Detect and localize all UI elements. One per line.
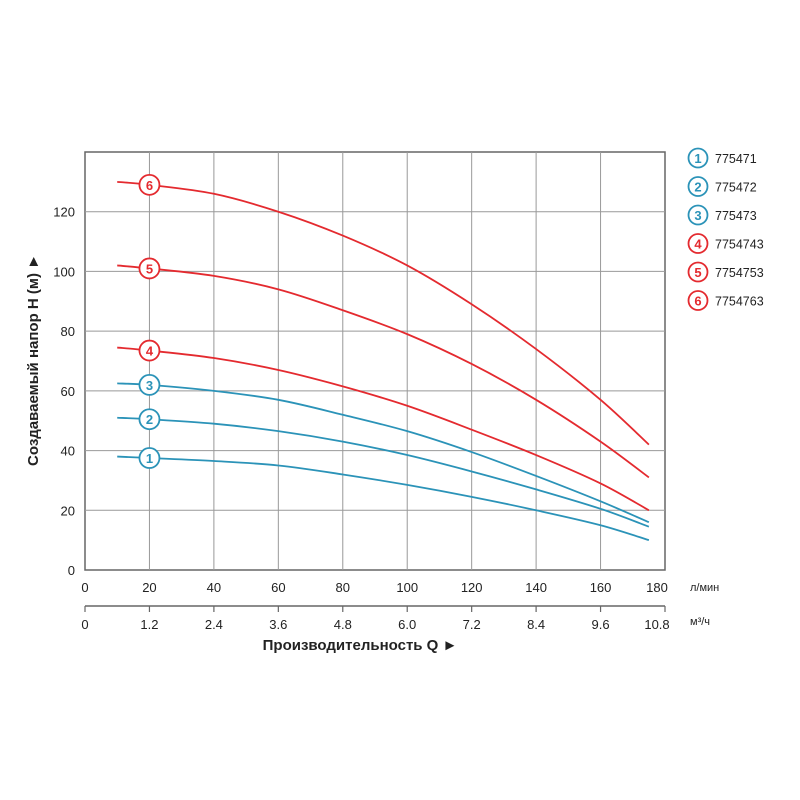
curve-7754753 [117, 264, 650, 479]
curve-marker-label: 2 [146, 412, 153, 427]
x2-unit: м³/ч [690, 616, 710, 628]
legend-item: 6 7754763 [687, 290, 764, 311]
x2-tick-label: 9.6 [592, 617, 610, 632]
legend-marker-label: 5 [694, 265, 701, 280]
y-tick-label: 40 [61, 444, 75, 459]
legend-label: 775471 [715, 152, 757, 166]
x-tick-label: 40 [207, 580, 221, 595]
legend-label: 7754763 [715, 295, 764, 309]
curve-marker-label: 4 [146, 344, 154, 359]
y-axis-ticks: 0 20 40 60 80 100 120 [53, 205, 75, 578]
x-tick-label: 80 [336, 580, 350, 595]
x2-tick-label: 3.6 [269, 617, 287, 632]
x-tick-label: 20 [142, 580, 156, 595]
x-tick-label: 160 [590, 580, 612, 595]
legend-marker [687, 290, 709, 311]
legend-item: 5 7754753 [687, 261, 764, 283]
x-unit: л/мин [690, 582, 719, 594]
curve-7754743 [117, 346, 650, 512]
legend-marker [687, 261, 709, 283]
legend-marker [687, 147, 709, 169]
x2-tick-label: 4.8 [334, 617, 352, 632]
legend-item: 2 775472 [687, 176, 757, 197]
legend-label: 7754753 [715, 266, 764, 280]
x2-tick-label: 6.0 [398, 617, 416, 632]
y-tick-label: 80 [61, 324, 75, 339]
y-tick-label: 20 [61, 503, 75, 518]
legend-marker [687, 233, 709, 254]
x-tick-label: 180 [646, 580, 668, 595]
y-tick-label: 100 [53, 264, 75, 279]
x-tick-label: 100 [396, 580, 418, 595]
curve-marker-label: 3 [146, 378, 153, 393]
curve-775472 [117, 416, 650, 528]
y-tick-label: 120 [53, 205, 75, 220]
x2-tick-label: 10.8 [644, 617, 669, 632]
legend-item: 3 775473 [687, 204, 757, 226]
legend-label: 7754743 [715, 238, 764, 252]
legend-marker [687, 204, 709, 226]
x2-axis-ticks: 0 1.2 2.4 3.6 4.8 6.0 7.2 8.4 9.6 10.8 [81, 605, 670, 632]
curve-marker-label: 6 [146, 178, 153, 193]
legend-label: 775473 [715, 209, 757, 223]
x-tick-label: 120 [461, 580, 483, 595]
x2-tick-label: 7.2 [463, 617, 481, 632]
curves: 1 2 3 4 5 6 [117, 173, 650, 542]
curve-marker-circle [138, 373, 161, 396]
curve-775473 [117, 382, 650, 524]
x-tick-label: 140 [525, 580, 547, 595]
y-tick-label: 60 [61, 384, 75, 399]
curve-marker-circle [138, 447, 161, 469]
grid [84, 151, 666, 571]
y-axis-label: Создаваемый напор H (м) ► [25, 254, 42, 466]
legend-label: 775472 [715, 181, 757, 195]
x-axis-label: Производительность Q ► [263, 637, 458, 654]
curve-7754763 [117, 180, 650, 446]
curve-marker-circle [138, 173, 161, 196]
x-tick-label: 0 [81, 580, 88, 595]
x-tick-label: 60 [271, 580, 285, 595]
x2-tick-label: 2.4 [205, 617, 223, 632]
curve-marker-label: 5 [146, 261, 153, 276]
curve-marker-label: 1 [146, 451, 153, 466]
legend-marker-label: 6 [694, 294, 701, 309]
legend: 1 775471 2 775472 3 775473 4 7754743 5 7754753 6 77… [687, 147, 764, 311]
legend-marker-label: 4 [694, 237, 702, 252]
y-tick-label: 0 [68, 563, 75, 578]
x2-tick-label: 8.4 [527, 617, 545, 632]
curve-marker-circle [138, 408, 161, 431]
curve-marker-circle [138, 257, 161, 280]
legend-marker-label: 2 [694, 180, 701, 195]
x2-tick-label: 1.2 [140, 617, 158, 632]
legend-marker [687, 176, 709, 197]
legend-marker-label: 3 [694, 208, 701, 223]
x-axis-ticks: 0 20 40 60 80 100 120 140 160 180 [81, 580, 667, 595]
legend-item: 4 7754743 [687, 233, 764, 254]
curve-775471 [117, 455, 650, 542]
plot-frame [84, 151, 666, 571]
curve-marker-circle [138, 339, 161, 362]
legend-marker-label: 1 [694, 151, 701, 166]
x2-tick-label: 0 [81, 617, 88, 632]
legend-item: 1 775471 [687, 147, 757, 169]
